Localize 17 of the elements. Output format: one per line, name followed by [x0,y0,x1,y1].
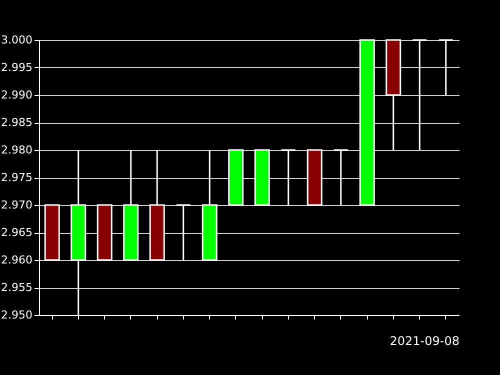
y-tick-label: 2.965 [1,226,32,239]
y-tick-label: 2.950 [1,308,32,322]
candlestick [333,149,349,206]
y-tick-label: 3.000 [1,34,32,46]
y-tick-label: 2.955 [1,281,32,294]
candlestick [438,39,454,96]
x-axis-title: 2021-09-08 [390,334,460,348]
candlestick [176,204,192,261]
y-tick-label: 2.990 [1,88,32,102]
candlestick [412,39,428,151]
y-tick-label: 2.985 [1,116,32,129]
y-tick-label: 2.970 [1,198,32,212]
y-tick-label: 2.995 [1,61,32,74]
y-tick-label: 2.975 [1,171,32,184]
y-tick-label: 2.980 [1,144,32,156]
candlestick [280,149,296,206]
y-tick-label: 2.960 [1,254,32,266]
